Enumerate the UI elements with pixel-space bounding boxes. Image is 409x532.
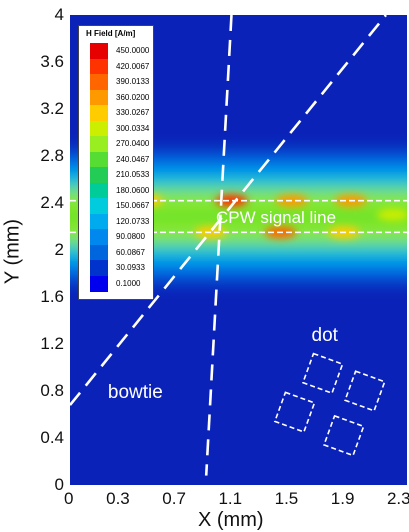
dot-square <box>344 370 386 412</box>
y-tick-label: 4 <box>54 5 64 24</box>
y-tick-label: 2.8 <box>40 146 64 165</box>
y-tick-label: 0 <box>54 475 64 494</box>
dot-square <box>322 414 365 457</box>
colorbar-swatch <box>90 120 108 137</box>
colorbar-label: 0.1000 <box>116 278 141 288</box>
signal-line-label: CPW signal line <box>216 207 337 227</box>
colorbar-swatch <box>90 260 108 276</box>
dot-square <box>273 391 316 433</box>
y-tick-label: 1.2 <box>40 334 64 353</box>
colorbar-label: 180.0600 <box>116 185 150 195</box>
colorbar-label: 330.0267 <box>116 108 150 117</box>
x-tick-label: 0.7 <box>162 489 186 508</box>
bowtie-edge <box>70 15 387 406</box>
x-tick-label: 0 <box>64 489 74 508</box>
y-tick-label: 2.4 <box>40 193 64 212</box>
colorbar-label: 60.0867 <box>116 247 145 257</box>
colorbar-label: 240.0467 <box>116 154 150 164</box>
x-tick-label: 1.1 <box>218 489 243 508</box>
colorbar-swatch <box>90 136 108 152</box>
hotspot <box>215 194 248 207</box>
x-tick-label: 2.3 <box>386 489 409 508</box>
y-tick-label: 0.4 <box>40 428 64 447</box>
colorbar-label: 300.0334 <box>116 123 150 133</box>
colorbar-label: 150.0667 <box>116 201 150 210</box>
dot-label: dot <box>311 325 338 347</box>
colorbar-label: 210.0533 <box>116 170 150 179</box>
colorbar-swatch <box>90 74 108 90</box>
colorbar-label: 270.0400 <box>116 139 150 148</box>
x-tick-label: 1.9 <box>330 489 355 508</box>
hotspot <box>376 208 407 221</box>
colorbar-swatch <box>90 244 108 261</box>
y-tick-label: 0.8 <box>40 381 64 400</box>
signal-line-glow <box>70 224 407 241</box>
colorbar-swatch <box>90 213 108 230</box>
colorbar-swatch <box>90 198 108 214</box>
colorbar-swatch <box>90 105 108 121</box>
colorbar-swatch <box>90 229 108 245</box>
colorbar-label: 450.0000 <box>116 46 150 55</box>
colorbar-legend: H Field [A/m] 450.0000 420.0067 390.0133 36… <box>78 25 154 300</box>
colorbar-label: 390.0133 <box>116 77 150 86</box>
colorbar-label: 90.0800 <box>116 232 145 241</box>
x-tick-label: 0.3 <box>106 489 130 508</box>
colorbar-swatch <box>90 151 108 168</box>
colorbar-swatch <box>90 58 108 75</box>
y-tick-label: 3.6 <box>40 52 64 71</box>
bowtie-label: bowtie <box>107 381 163 403</box>
colorbar-label: 30.0933 <box>116 263 145 272</box>
colorbar-swatch <box>90 275 108 292</box>
bowtie-edge <box>204 15 233 476</box>
x-tick-label: 1.5 <box>274 489 299 508</box>
y-axis-title: Y (mm) <box>1 218 24 285</box>
colorbar-swatch <box>90 89 108 106</box>
dot-square <box>301 352 344 395</box>
colorbar-title: H Field [A/m] <box>86 29 136 38</box>
colorbar-swatch <box>90 182 108 199</box>
colorbar-label: 420.0067 <box>116 61 150 71</box>
y-tick-label: 1.6 <box>40 287 64 306</box>
colorbar-swatch <box>90 167 108 183</box>
y-tick-label: 3.2 <box>40 99 64 118</box>
colorbar-swatch <box>90 43 108 59</box>
colorbar-label: 360.0200 <box>116 92 150 102</box>
y-tick-label: 2 <box>54 240 64 259</box>
x-axis-title: X (mm) <box>198 509 264 531</box>
colorbar-label: 120.0733 <box>116 216 150 226</box>
